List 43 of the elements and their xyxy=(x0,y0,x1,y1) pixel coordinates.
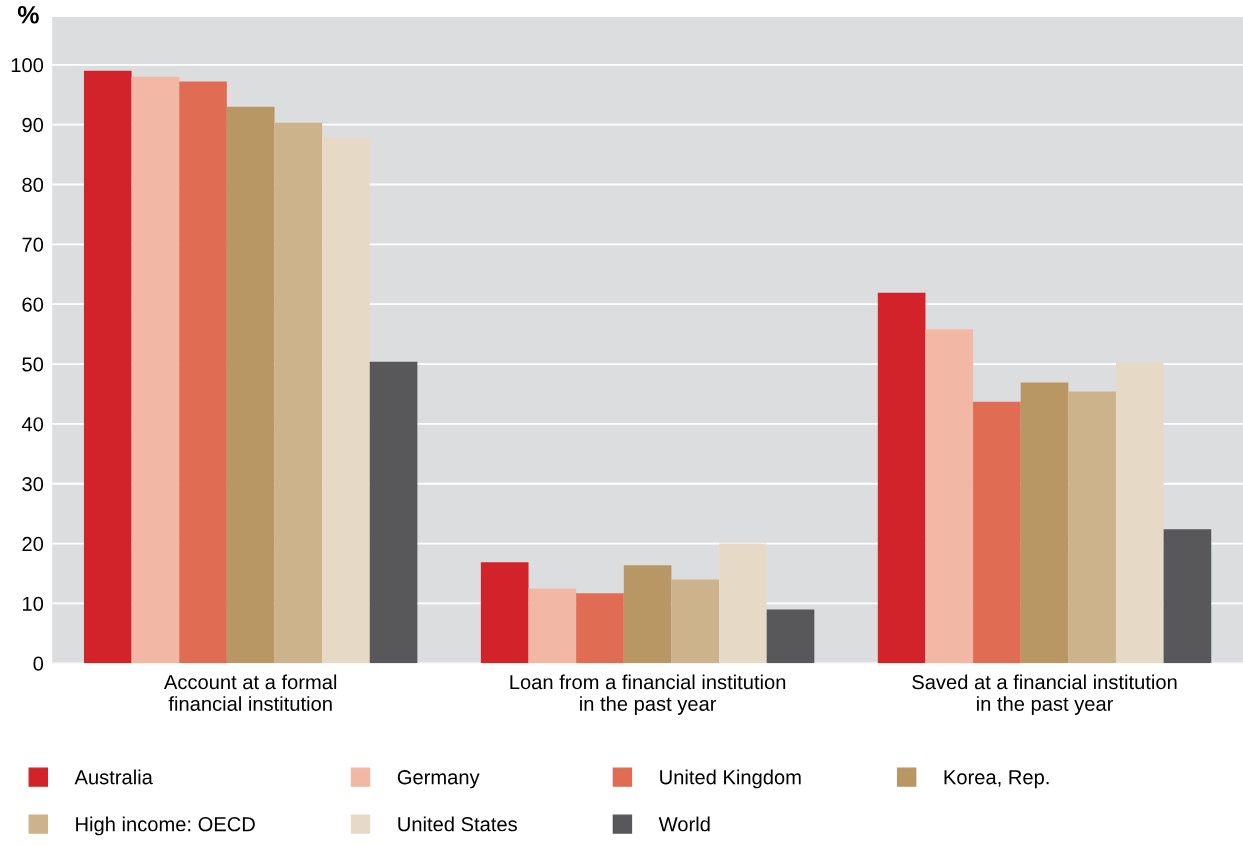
bar xyxy=(83,70,132,664)
bar xyxy=(179,81,227,664)
x-tick-label: Loan from a financial institution in the past year xyxy=(510,674,786,715)
bar xyxy=(480,562,529,664)
y-tick-label: 50 xyxy=(22,357,44,372)
y-tick-label: 30 xyxy=(22,477,44,492)
legend-label: World xyxy=(658,816,710,832)
y-axis-title: % xyxy=(17,5,39,24)
y-tick-label: 70 xyxy=(22,237,44,252)
legend-label: Korea, Rep. xyxy=(944,770,1049,789)
y-tick-label: 80 xyxy=(22,177,44,192)
bar xyxy=(274,122,323,664)
bar xyxy=(1115,362,1164,664)
y-tick-label: 0 xyxy=(33,656,44,671)
y-tick-label: 100 xyxy=(11,58,44,73)
legend-label: Germany xyxy=(397,770,480,789)
legend-label: Australia xyxy=(74,769,153,785)
legend-label: United States xyxy=(398,816,517,832)
x-tick-label: Account at a formal financial institution xyxy=(163,674,337,711)
bar xyxy=(131,76,180,664)
bar xyxy=(1068,391,1116,664)
y-tick-label: 20 xyxy=(22,536,44,552)
bar xyxy=(322,137,370,664)
legend-label: United Kingdom xyxy=(660,769,801,789)
bar xyxy=(877,292,926,664)
bar xyxy=(576,593,624,664)
bar xyxy=(1020,382,1069,664)
bar xyxy=(1163,529,1212,664)
bar xyxy=(719,543,767,664)
bar xyxy=(369,361,418,664)
bar xyxy=(973,401,1021,664)
y-tick-label: 60 xyxy=(22,297,44,312)
y-tick-label: 90 xyxy=(22,117,44,133)
y-tick-label: 40 xyxy=(21,417,44,432)
bar xyxy=(925,329,974,664)
bar xyxy=(671,579,720,664)
x-tick-label: Saved at a financial institution in the past year xyxy=(912,674,1177,715)
bar xyxy=(623,565,672,664)
legend-label: High income: OECD xyxy=(76,816,255,836)
bar xyxy=(766,609,815,664)
bar xyxy=(226,106,275,664)
bar xyxy=(528,588,577,664)
y-tick-label: 10 xyxy=(23,596,44,611)
